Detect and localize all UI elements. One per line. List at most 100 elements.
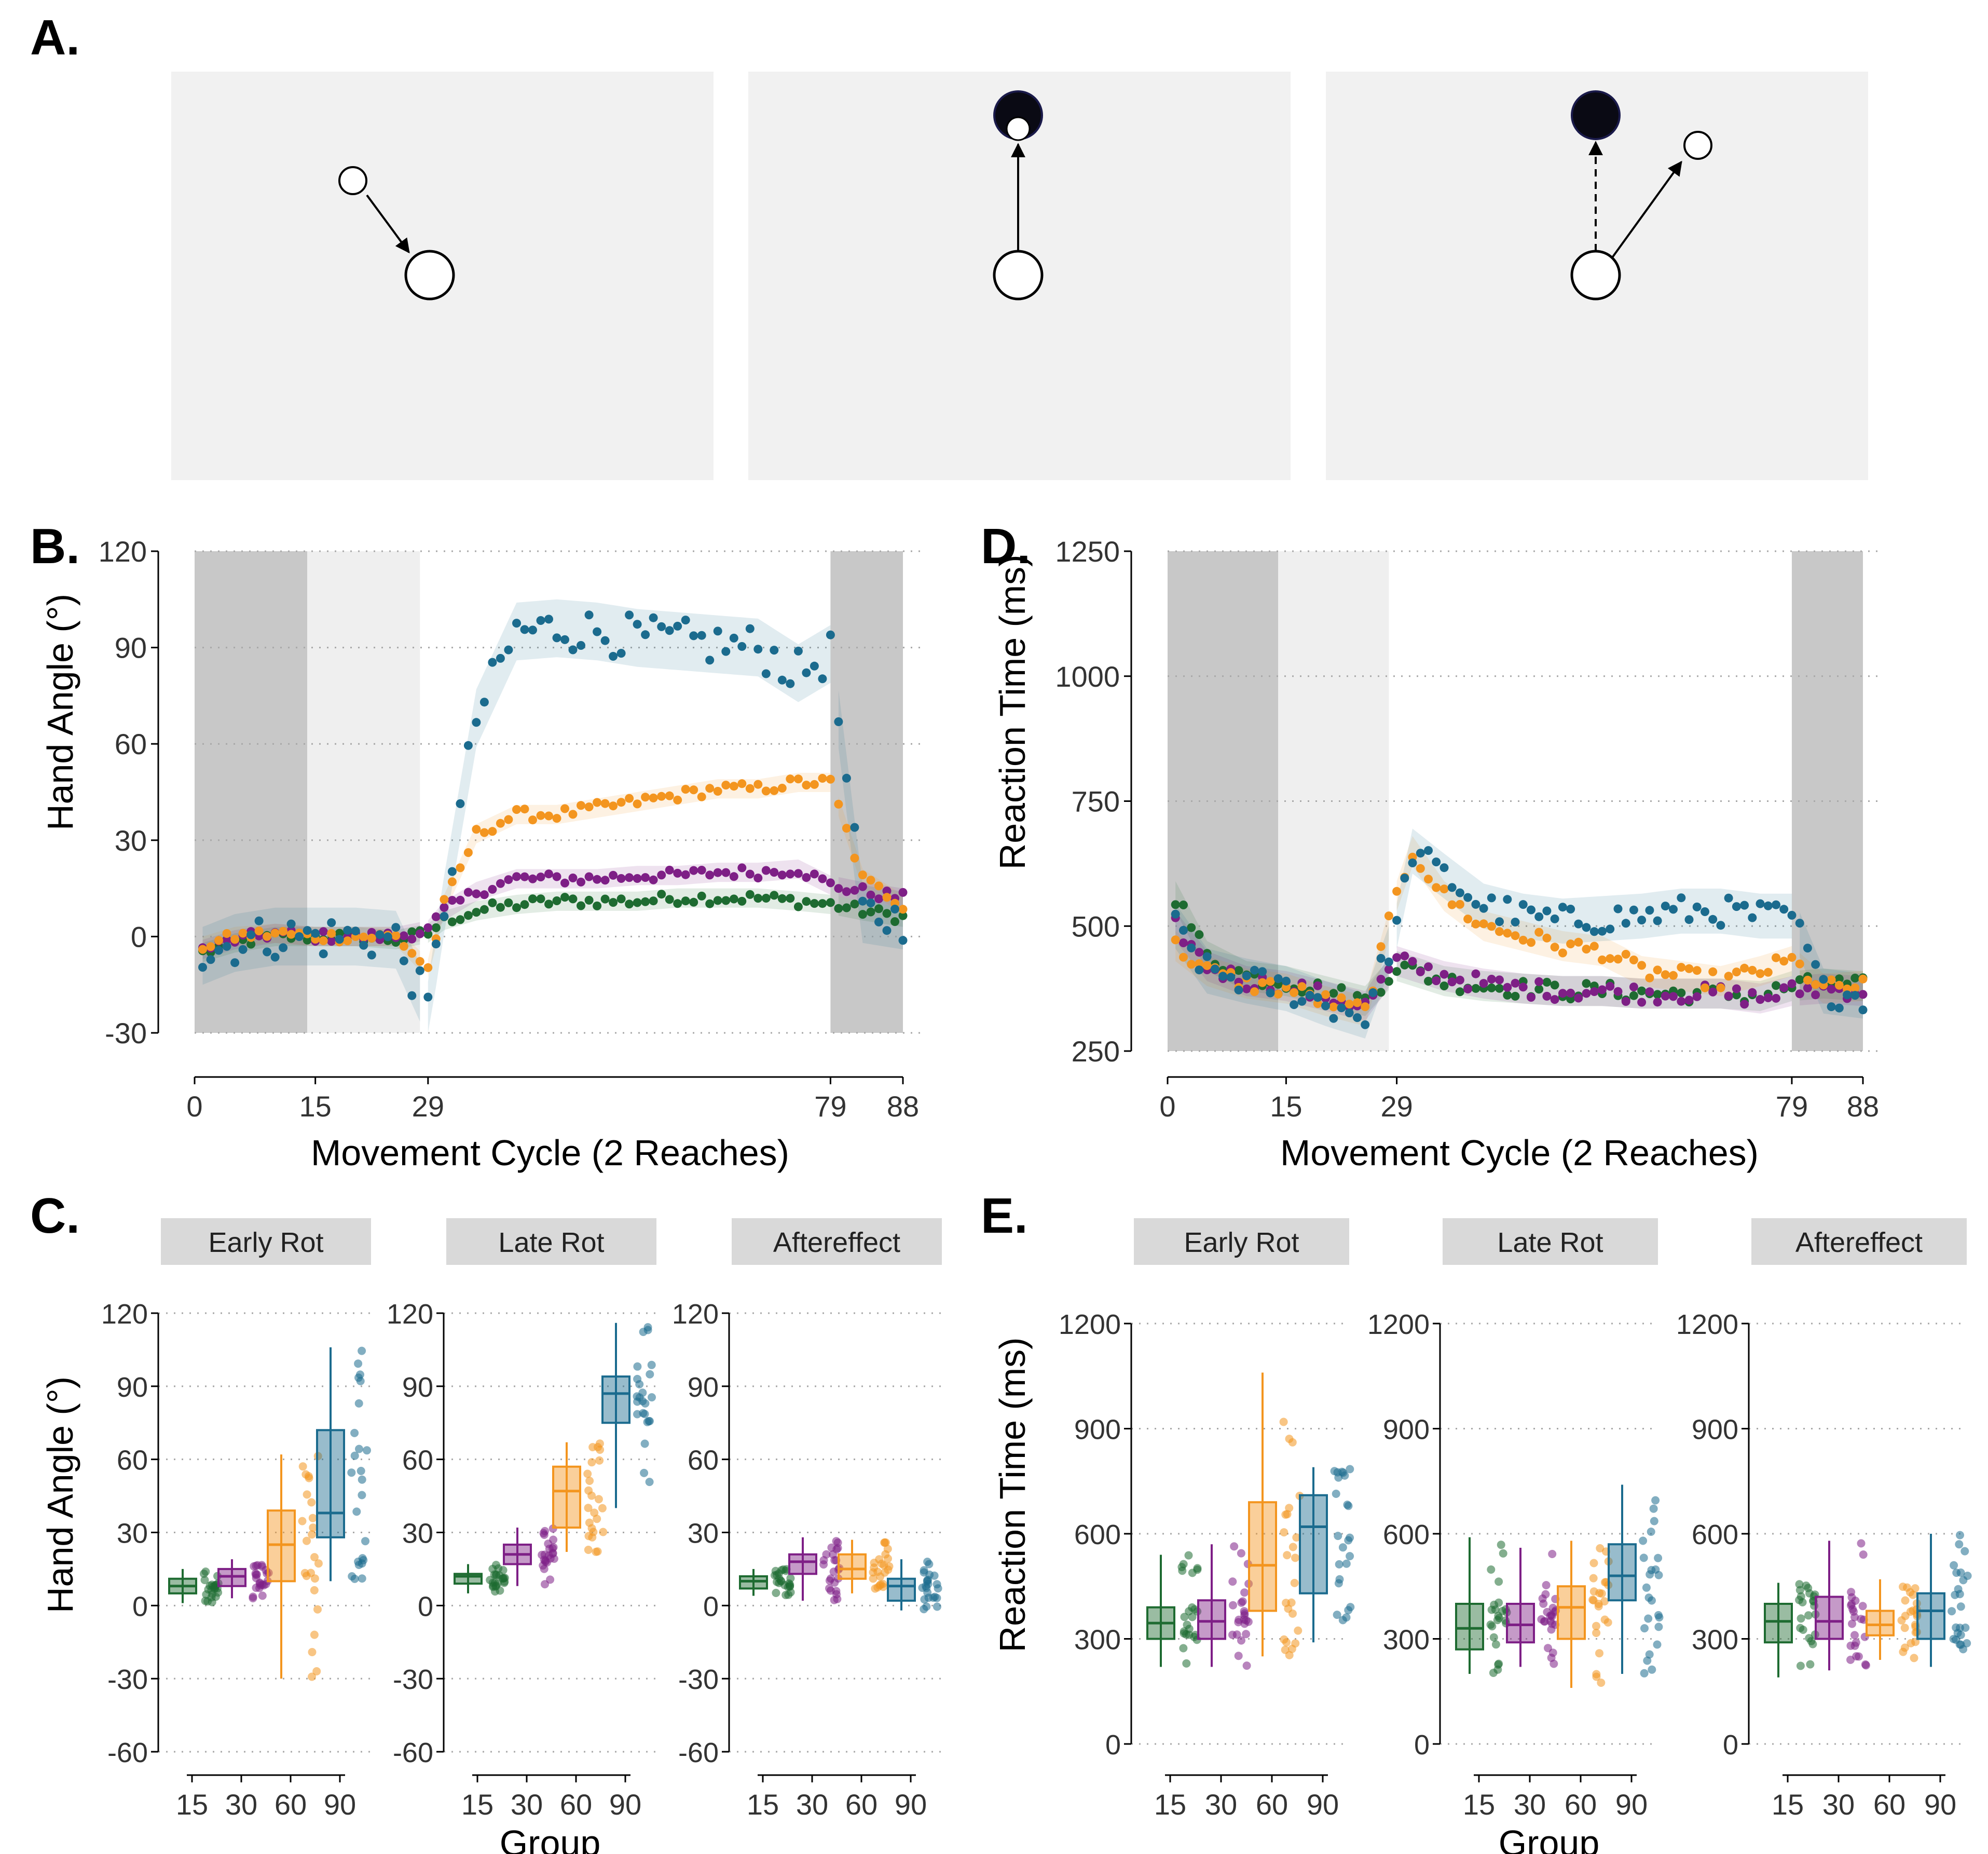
participant-point-60 — [298, 1517, 307, 1525]
participant-point-15 — [772, 1571, 781, 1579]
target-circle — [1571, 90, 1621, 140]
data-point-30 — [319, 927, 328, 936]
data-point-30 — [786, 869, 795, 879]
data-point-90 — [1313, 993, 1322, 1002]
participant-point-60 — [1592, 1629, 1601, 1637]
y-tick-label: 0 — [131, 920, 147, 953]
participant-point-30 — [550, 1555, 558, 1563]
data-point-60 — [552, 814, 561, 823]
data-point-15 — [1850, 973, 1860, 983]
data-point-90 — [1416, 849, 1425, 858]
participant-point-15 — [1491, 1640, 1500, 1649]
data-point-90 — [1653, 916, 1662, 925]
y-axis-label: Hand Angle (°) — [40, 594, 80, 830]
participant-point-90 — [920, 1568, 928, 1577]
data-point-60 — [1582, 945, 1591, 954]
y-tick-label: 120 — [101, 1299, 148, 1330]
participant-point-30 — [1228, 1630, 1237, 1639]
data-point-60 — [1258, 978, 1267, 987]
participant-point-15 — [492, 1561, 500, 1570]
participant-point-90 — [358, 1346, 366, 1355]
participant-point-60 — [313, 1605, 322, 1614]
y-tick-label: 1200 — [1367, 1309, 1430, 1340]
facet-strip — [1443, 1218, 1658, 1265]
data-point-15 — [1582, 979, 1591, 988]
data-point-30 — [1463, 985, 1473, 993]
data-point-15 — [882, 909, 892, 918]
data-point-60 — [1337, 993, 1346, 1002]
data-point-30 — [431, 912, 441, 921]
participant-point-60 — [584, 1486, 593, 1495]
x-tick-label: 90 — [1924, 1788, 1956, 1821]
data-point-30 — [512, 872, 521, 881]
data-point-30 — [1589, 987, 1599, 996]
data-point-30 — [818, 874, 827, 883]
participant-point-60 — [309, 1523, 318, 1532]
data-point-60 — [729, 782, 738, 791]
x-tick-label: 15 — [1270, 1090, 1302, 1123]
data-point-60 — [1345, 1000, 1354, 1008]
participant-point-60 — [304, 1472, 313, 1481]
data-point-15 — [512, 903, 521, 912]
participant-point-60 — [1597, 1679, 1606, 1687]
data-point-60 — [1534, 928, 1544, 937]
participant-point-90 — [929, 1593, 938, 1602]
participant-point-60 — [310, 1553, 319, 1562]
participant-point-30 — [1858, 1602, 1867, 1611]
data-point-90 — [641, 630, 650, 639]
participant-point-30 — [1544, 1644, 1552, 1653]
y-tick-label: -60 — [107, 1737, 148, 1768]
data-point-30 — [1653, 998, 1662, 1007]
data-point-90 — [802, 668, 811, 677]
participant-point-60 — [593, 1515, 601, 1523]
participant-point-90 — [358, 1574, 366, 1583]
data-point-60 — [681, 785, 690, 794]
data-point-90 — [697, 631, 706, 640]
participant-point-30 — [252, 1571, 261, 1579]
data-point-30 — [1495, 975, 1504, 985]
data-point-30 — [1684, 996, 1694, 1005]
participant-point-15 — [200, 1570, 208, 1578]
data-point-15 — [1677, 988, 1686, 998]
participant-point-30 — [256, 1581, 265, 1590]
series-ribbon-15 — [1175, 881, 1389, 1016]
participant-point-60 — [1899, 1647, 1908, 1656]
x-tick-label: 90 — [1615, 1788, 1648, 1821]
participant-point-90 — [1647, 1566, 1656, 1574]
data-point-90 — [544, 615, 553, 624]
data-point-30 — [1756, 995, 1765, 1004]
data-point-15 — [826, 898, 835, 907]
data-point-90 — [834, 717, 843, 726]
data-point-60 — [463, 848, 473, 857]
data-point-30 — [770, 868, 779, 877]
data-point-90 — [488, 658, 497, 667]
x-tick-label: 88 — [1847, 1090, 1879, 1123]
data-point-30 — [1416, 967, 1425, 976]
data-point-90 — [375, 930, 385, 939]
data-point-60 — [1321, 990, 1330, 999]
data-point-60 — [584, 802, 594, 812]
data-point-15 — [1637, 986, 1647, 996]
participant-point-30 — [1546, 1617, 1555, 1626]
data-point-90 — [1645, 906, 1654, 915]
data-point-30 — [1400, 951, 1409, 961]
y-tick-label: 1250 — [1055, 535, 1120, 568]
y-tick-label: 1000 — [1055, 660, 1120, 693]
data-point-90 — [1558, 903, 1567, 912]
participant-point-60 — [870, 1559, 879, 1567]
y-tick-label: 0 — [132, 1591, 148, 1622]
participant-point-15 — [211, 1592, 220, 1601]
data-point-60 — [1684, 964, 1694, 973]
participant-point-60 — [1279, 1417, 1288, 1426]
y-tick-label: 120 — [672, 1299, 719, 1330]
data-point-60 — [1273, 989, 1283, 999]
data-point-90 — [1455, 888, 1464, 897]
participant-point-15 — [493, 1579, 502, 1588]
data-point-60 — [625, 794, 634, 803]
data-point-15 — [1653, 990, 1662, 999]
data-point-60 — [1756, 969, 1765, 978]
data-point-60 — [665, 791, 674, 800]
data-point-60 — [1281, 983, 1291, 992]
participant-point-60 — [308, 1530, 316, 1539]
participant-point-60 — [584, 1504, 593, 1512]
